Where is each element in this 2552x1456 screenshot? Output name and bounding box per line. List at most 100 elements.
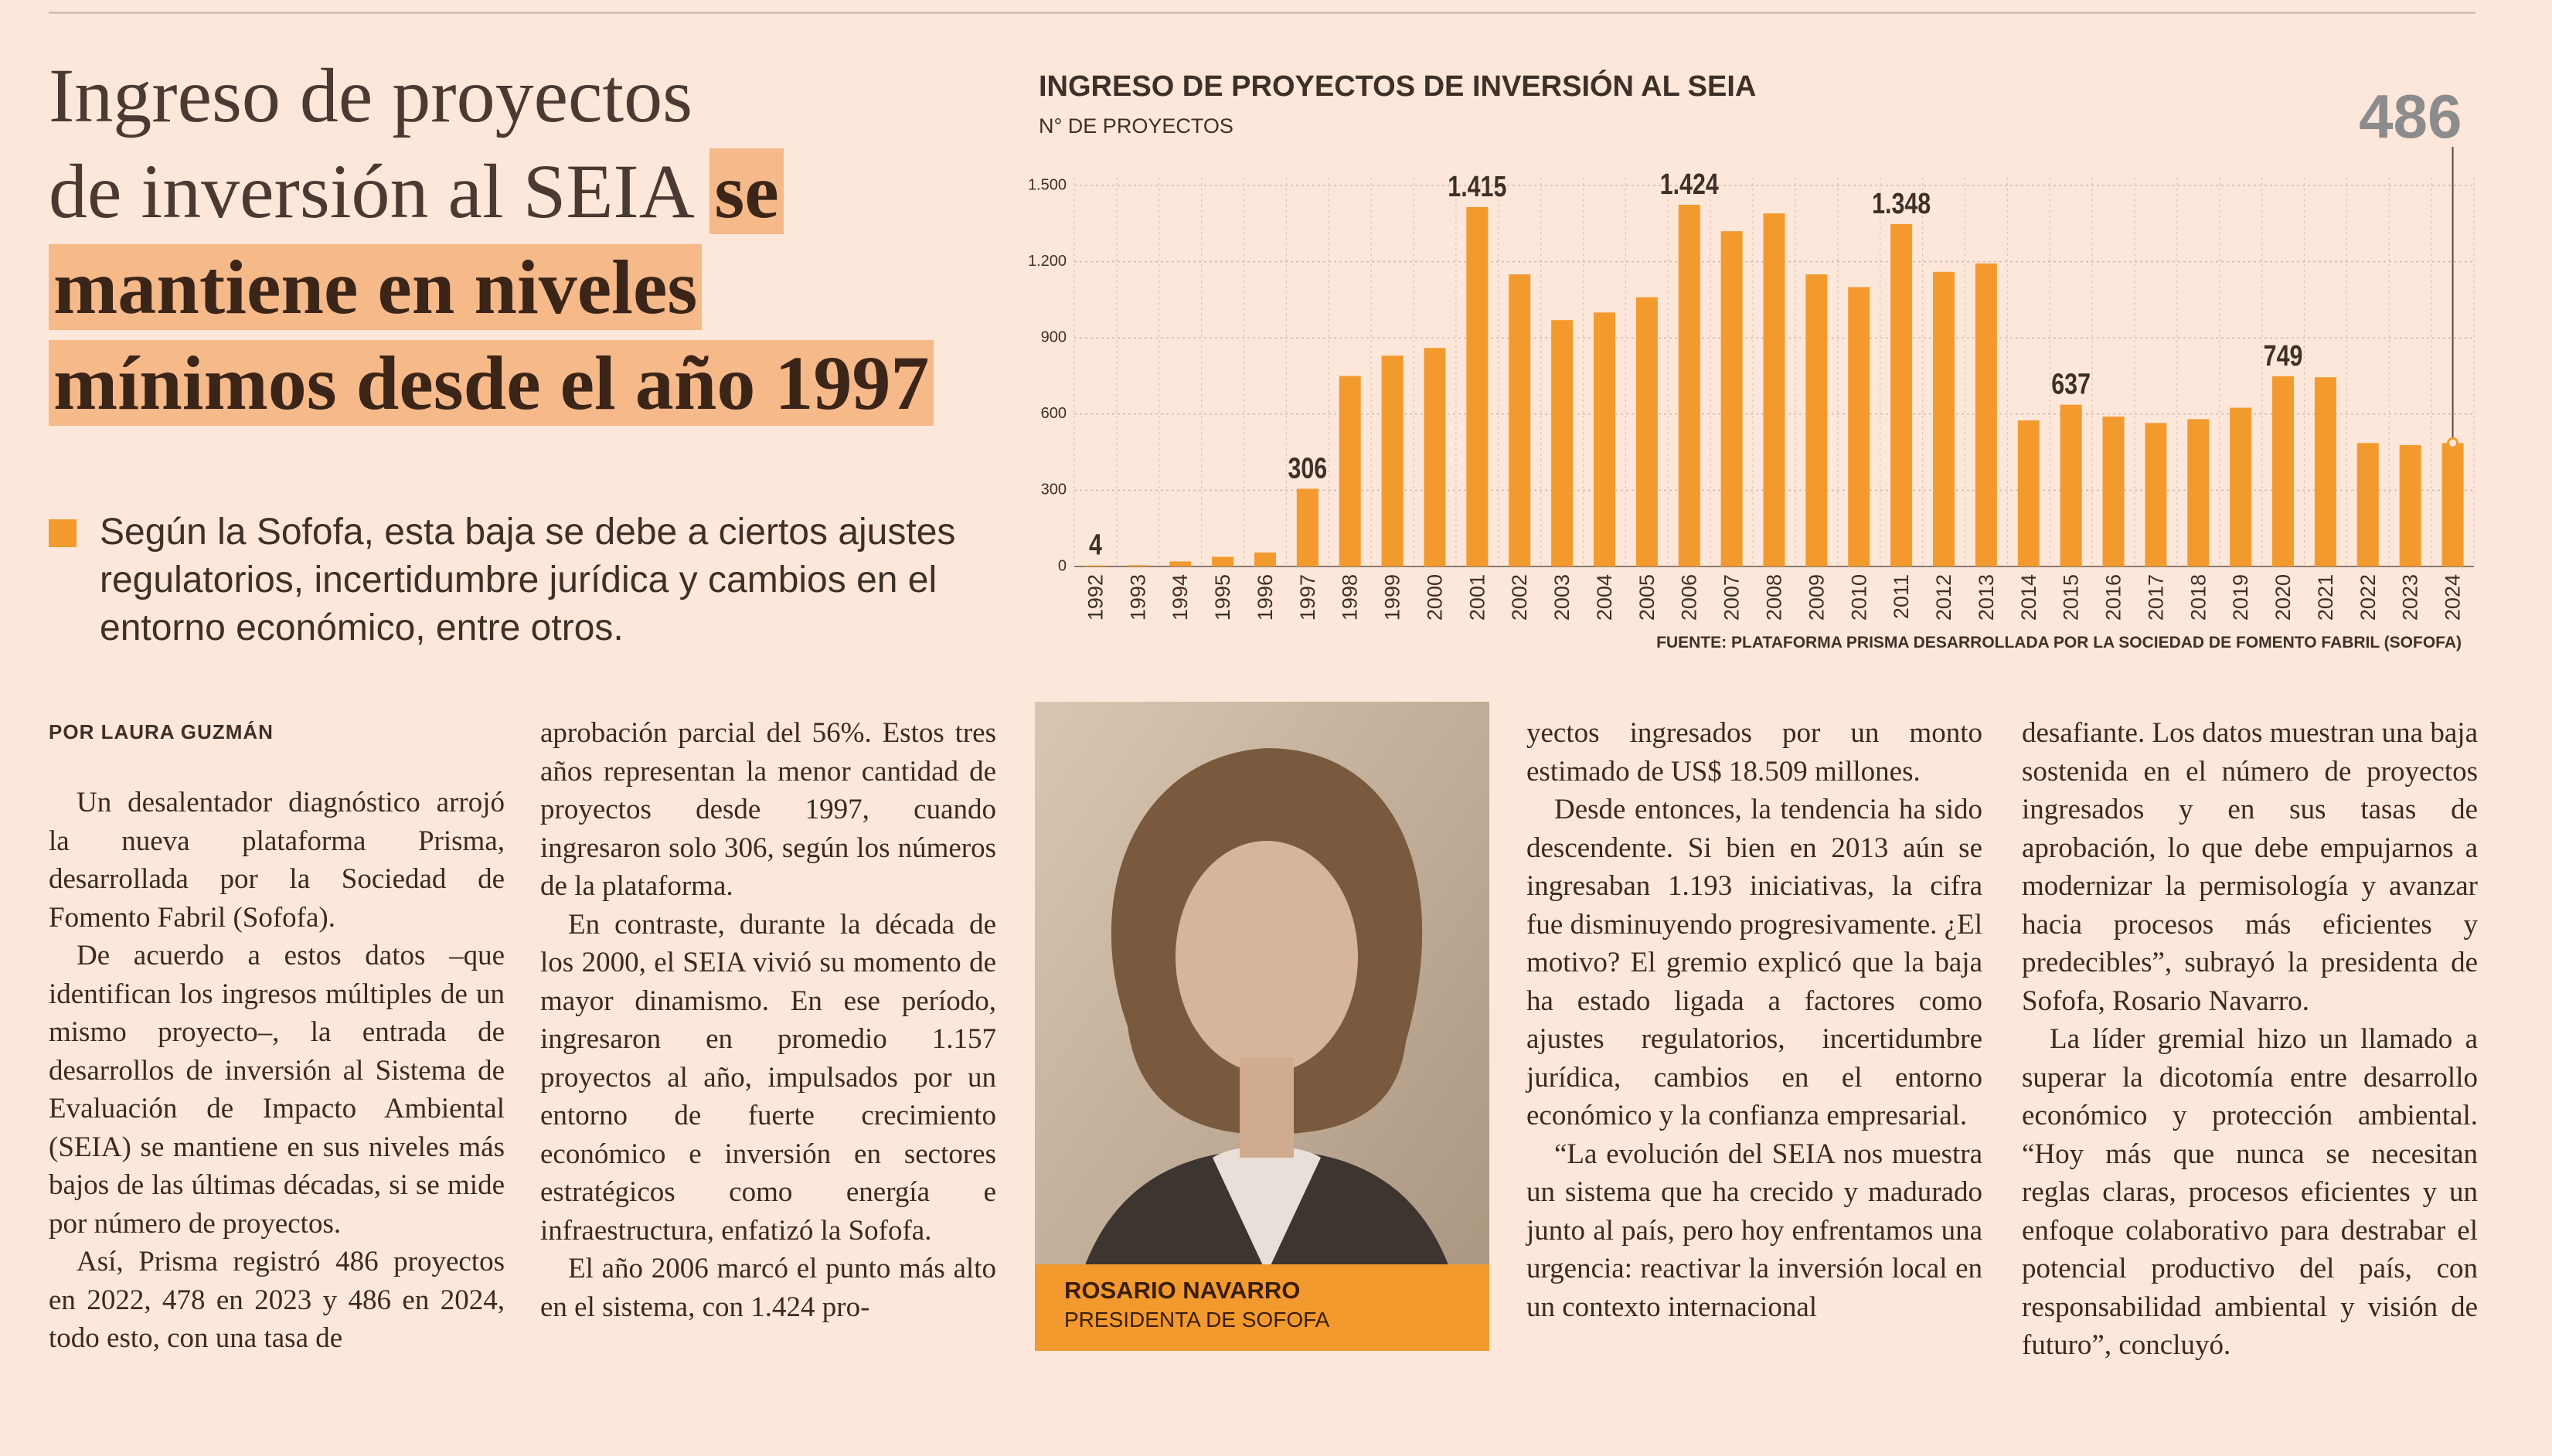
y-tick-label: 600 [1041, 405, 1067, 422]
value-label: 1.415 [1448, 171, 1506, 203]
paragraph: La líder gremial hizo un llamado a super… [2022, 1023, 2478, 1361]
bar [1551, 320, 1574, 566]
x-tick-label: 2013 [1975, 574, 1998, 621]
bar [1805, 274, 1828, 566]
x-tick-label: 2021 [2314, 574, 2337, 621]
y-tick-label: 900 [1041, 328, 1067, 345]
chart-subtitle: N° DE PROYECTOS [1039, 114, 1233, 138]
x-tick-label: 2003 [1550, 574, 1574, 621]
x-tick-label: 2015 [2060, 574, 2083, 621]
x-tick-label: 1996 [1254, 574, 1277, 621]
x-tick-label: 2005 [1635, 574, 1659, 621]
bar [1975, 263, 1997, 566]
x-tick-label: 2012 [1932, 574, 1955, 621]
caption-role: PRESIDENTA DE SOFOFA [1064, 1308, 1330, 1332]
bar [1466, 206, 1489, 566]
value-label: 4 [1089, 529, 1102, 562]
bar [2230, 407, 2252, 566]
y-tick-label: 1.200 [1028, 253, 1067, 270]
paragraph: Un desalentador diagnóstico arrojó la nu… [49, 787, 505, 934]
paragraph: “La evolución del SEIA nos muestra un si… [1526, 1138, 1982, 1323]
bar [2017, 420, 2040, 566]
x-tick-label: 1994 [1169, 574, 1192, 621]
bar [1848, 287, 1870, 566]
headline-highlight: se [709, 148, 784, 234]
x-tick-label: 1998 [1339, 574, 1362, 621]
bar [1593, 312, 1615, 566]
x-tick-label: 2016 [2102, 574, 2125, 621]
photo-caption: ROSARIO NAVARRO PRESIDENTA DE SOFOFA [1035, 1264, 1489, 1351]
text-column: desafiante. Los datos muestran una baja … [2022, 714, 2478, 1365]
bar [1933, 271, 1955, 566]
callout-dot [2447, 437, 2459, 449]
x-tick-label: 2010 [1847, 574, 1870, 621]
y-tick-label: 300 [1041, 481, 1067, 498]
bar [2060, 404, 2082, 566]
lede-text: Según la Sofofa, esta baja se debe a cie… [100, 512, 956, 648]
bar [1254, 552, 1276, 566]
paragraph: En contraste, durante la década de los 2… [540, 908, 996, 1247]
bar [1296, 488, 1319, 566]
bar [2399, 444, 2421, 566]
paragraph: Así, Prisma registró 486 proyectos en 20… [49, 1246, 505, 1354]
bar [2314, 377, 2336, 566]
bar [1890, 223, 1913, 566]
paragraph: Desde entonces, la tendencia ha sido des… [1526, 794, 1982, 1131]
bar [1339, 376, 1361, 566]
bar [1678, 204, 1700, 566]
bar [1763, 213, 1785, 566]
x-tick-label: 1999 [1381, 574, 1404, 621]
bar [1381, 355, 1404, 566]
x-tick-label: 2002 [1508, 574, 1531, 621]
headline-line: de inversión al SEIA [49, 148, 691, 234]
headline-highlight: mínimos desde el año 1997 [49, 340, 934, 426]
text-column: Un desalentador diagnóstico arrojó la nu… [49, 784, 505, 1358]
x-tick-label: 2018 [2186, 574, 2210, 621]
value-label-highlight: 486 [2359, 82, 2462, 151]
x-tick-label: 2017 [2144, 574, 2167, 621]
bar [2187, 419, 2210, 566]
chart-title: INGRESO DE PROYECTOS DE INVERSIÓN AL SEI… [1039, 69, 1756, 103]
x-tick-label: 1997 [1296, 574, 1319, 621]
x-tick-label: 2023 [2399, 574, 2422, 621]
bar [2272, 376, 2295, 566]
value-label: 749 [2264, 340, 2303, 373]
paragraph: De acuerdo a estos datos –que identifica… [49, 940, 505, 1240]
paragraph: yectos ingresados por un monto estimado … [1526, 717, 1982, 788]
paragraph: desafiante. Los datos muestran una baja … [2022, 717, 2478, 1017]
y-tick-label: 0 [1058, 557, 1067, 574]
lede: Según la Sofofa, esta baja se debe a cie… [49, 509, 976, 652]
bar [2102, 417, 2125, 566]
byline: POR LAURA GUZMÁN [49, 720, 274, 743]
x-tick-label: 2004 [1593, 574, 1616, 621]
headline-line: Ingreso de proyectos [49, 53, 693, 138]
bar [1720, 231, 1743, 566]
x-tick-label: 1992 [1084, 574, 1107, 621]
bar [1127, 565, 1149, 566]
x-tick-label: 2000 [1423, 574, 1446, 621]
x-tick-label: 2008 [1763, 574, 1786, 621]
x-tick-label: 2007 [1720, 574, 1744, 621]
bar [2356, 443, 2379, 566]
chart-source: FUENTE: PLATAFORMA PRISMA DESARROLLADA P… [1656, 634, 2462, 651]
x-tick-label: 2006 [1678, 574, 1701, 621]
x-tick-label: 2011 [1890, 574, 1913, 619]
paragraph: El año 2006 marcó el punto más alto en e… [540, 1253, 996, 1323]
headline-highlight: mantiene en niveles [49, 244, 703, 330]
paragraph: aprobación parcial del 56%. Estos tres a… [540, 717, 996, 902]
headline: Ingreso de proyectos de inversión al SEI… [49, 48, 1007, 431]
value-label: 306 [1288, 452, 1327, 485]
bullet [49, 519, 77, 547]
y-tick-label: 1.500 [1028, 176, 1067, 193]
text-column: aprobación parcial del 56%. Estos tres a… [540, 714, 996, 1326]
bar [2145, 423, 2167, 566]
bar [1635, 297, 1658, 566]
x-tick-label: 2024 [2441, 574, 2465, 621]
bar [1424, 348, 1446, 566]
x-tick-label: 1993 [1126, 574, 1149, 621]
caption-name: ROSARIO NAVARRO [1064, 1277, 1301, 1304]
value-label: 1.424 [1660, 168, 1719, 201]
x-tick-label: 2001 [1465, 574, 1489, 621]
photo [1035, 702, 1489, 1351]
